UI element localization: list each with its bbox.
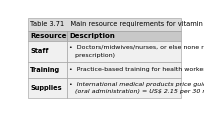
Text: Description: Description: [69, 33, 115, 38]
Bar: [28, 31, 67, 41]
Text: •  Doctors/midwives/nurses, or else none required (: • Doctors/midwives/nurses, or else none …: [69, 45, 204, 50]
Text: Resource: Resource: [30, 33, 67, 38]
Bar: [28, 78, 67, 98]
Text: •  Practice-based training for health workers, or els: • Practice-based training for health wor…: [69, 67, 204, 72]
Text: prescription): prescription): [69, 53, 115, 58]
Text: (oral administration) = US$ 2.15 per 30 ml bottl: (oral administration) = US$ 2.15 per 30 …: [69, 89, 204, 94]
Bar: [67, 41, 181, 62]
Text: Table 3.71   Main resource requirements for vitamin D suppl: Table 3.71 Main resource requirements fo…: [30, 21, 204, 27]
Text: •  International medical products price guide: Vita: • International medical products price g…: [69, 82, 204, 87]
Bar: [67, 31, 181, 41]
Bar: [28, 41, 67, 62]
Text: Training: Training: [30, 67, 60, 73]
Bar: [28, 18, 181, 31]
Bar: [67, 78, 181, 98]
Text: Supplies: Supplies: [30, 85, 62, 91]
Text: Staff: Staff: [30, 48, 49, 54]
Bar: [28, 62, 67, 78]
Bar: [67, 62, 181, 78]
